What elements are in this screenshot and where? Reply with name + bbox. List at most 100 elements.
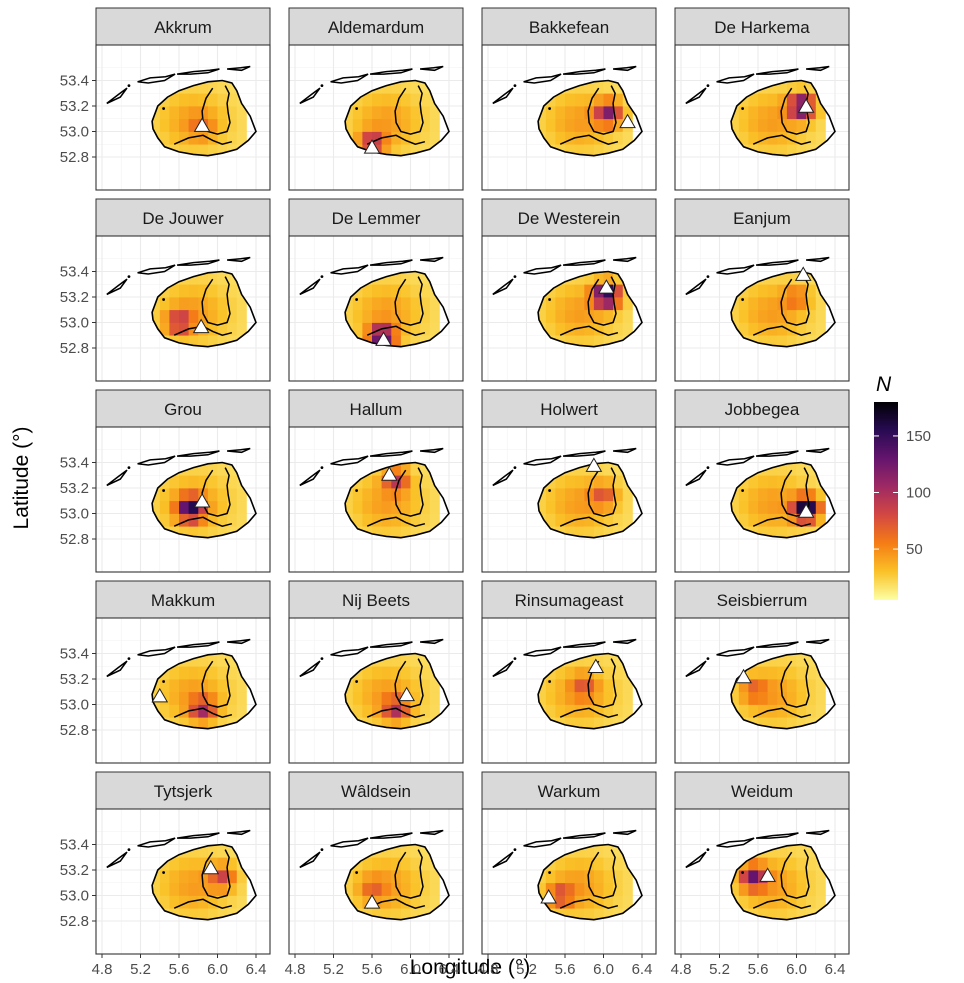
heat-cell [815,131,826,145]
heat-cell [584,322,595,336]
heat-cell [198,475,209,489]
heat-cell [796,462,807,476]
island-outline [523,455,562,466]
heat-cell [555,691,566,705]
heat-cell [400,106,411,120]
heat-cell [410,322,421,336]
heat-cell [152,882,161,896]
heat-cell [410,653,421,667]
islet [548,871,551,874]
heat-cell [391,271,402,285]
islet [513,275,517,278]
heat-cell [748,131,759,145]
heat-cell [767,908,778,920]
heat-cell [217,882,228,896]
heat-cell [152,118,161,132]
heat-cell [806,131,817,145]
heat-cell [777,679,788,693]
heat-cell [796,118,807,132]
heat-cell [236,322,247,336]
heat-cell [362,106,373,120]
heat-cell [381,462,392,476]
heat-cell [603,679,614,693]
heat-cell [555,131,566,145]
x-tick-label: 4.8 [478,961,499,978]
islet [320,466,324,469]
heat-cell [584,908,595,920]
heat-cell [565,309,575,323]
heat-cell [777,895,788,909]
heat-cell [603,322,614,336]
heat-cell [159,704,170,718]
heat-cell [574,118,585,132]
heat-cell [400,309,411,323]
region-boundary [394,658,424,708]
heat-cell [622,679,633,693]
heat-cell [400,704,411,718]
x-tick-label: 6.4 [439,961,460,978]
heat-cell [410,297,421,311]
heat-cell [777,500,788,514]
heat-cell [796,653,807,667]
heat-cell [207,271,218,285]
facet-strip-label: Makkum [151,591,215,610]
y-tick-label: 53.0 [60,315,89,332]
heat-cell [169,106,180,120]
heat-cell [169,488,180,502]
province-outline [344,79,450,157]
heat-cell [593,882,604,896]
heat-cell [593,704,604,718]
heat-cell [786,666,797,680]
heat-cell [198,335,209,347]
heat-cell [777,118,788,132]
heat-cell [545,882,556,896]
x-tick-label: 5.2 [709,961,730,978]
heat-cell [381,284,392,298]
heat-cell [584,106,595,120]
y-axis-title: Latitude (°) [10,427,33,530]
heat-cell [806,691,817,705]
heat-cell [391,131,402,145]
heat-cell [179,679,189,693]
heat-cell [584,80,595,94]
location-marker [794,266,812,281]
heat-cell [188,475,199,489]
heat-cell [179,335,189,347]
heat-cell [236,895,247,909]
region-boundary [587,467,617,517]
heat-cell [603,882,614,896]
region-boundary [173,516,233,527]
heat-cell [429,500,440,514]
island-outline [806,65,830,72]
heat-cell [198,131,209,145]
island-outline [137,455,176,466]
heat-cell [622,704,633,718]
heat-cell [806,309,817,323]
heat-cell [777,93,788,107]
heat-cell [179,691,189,705]
heat-cell [420,679,431,693]
heat-cell [622,297,633,311]
heat-cell [738,895,749,909]
heat-cell [381,93,392,107]
heat-cell [786,93,797,107]
facet-strip-label: De Westerein [518,209,621,228]
province-outline [730,79,836,157]
heat-cell [613,679,624,693]
heat-cell [593,309,604,323]
heat-cell [603,118,614,132]
heat-cell [786,844,797,858]
heat-cell [179,118,189,132]
heat-cell [545,691,556,705]
heat-cell [159,131,170,145]
heat-cell [188,691,199,705]
location-marker [797,503,815,518]
facet-panel: Warkum 4.8 5.2 5.6 6.0 6.4 [478,771,657,978]
region-boundary [587,849,617,899]
island-outline [523,837,562,848]
island-outline [755,68,799,75]
heat-cell [420,93,431,107]
heat-cell [429,131,440,145]
facet-strip [95,7,271,46]
heat-cell [207,475,218,489]
